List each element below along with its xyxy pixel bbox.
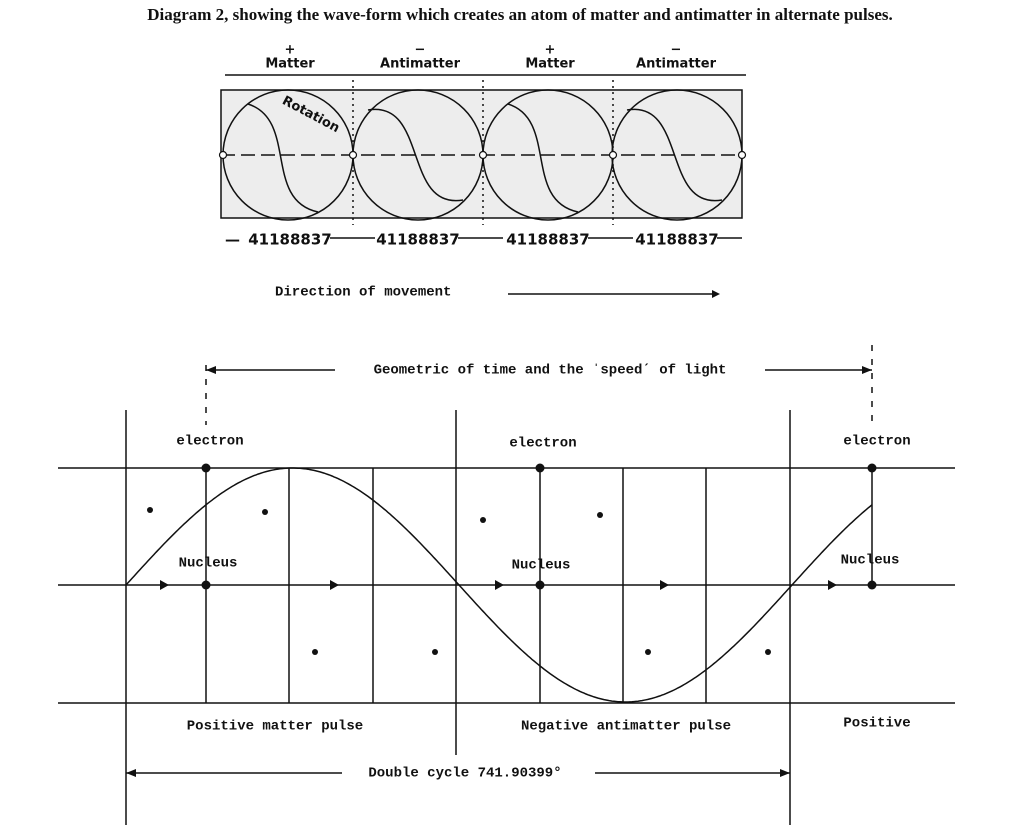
span-label: Geometric of time and the ˈspeedˊ of lig…	[374, 363, 727, 379]
sign: +	[285, 43, 296, 58]
node	[737, 150, 747, 160]
rotation-circles	[218, 89, 747, 221]
arrowhead	[660, 580, 669, 590]
cycle-arrow	[126, 769, 790, 777]
nucleus-dot	[201, 580, 211, 590]
direction-arrow	[508, 290, 720, 298]
segment-label: Matter	[525, 57, 575, 72]
arrow-dot	[645, 649, 651, 655]
span-arrow-part	[206, 366, 216, 374]
flow-arrows	[147, 507, 837, 655]
pulse-label: Positive	[843, 716, 910, 732]
cycle-label: Double cycle 741.90399°	[368, 766, 561, 782]
electron-label: electron	[509, 436, 576, 452]
arrow-dot	[480, 517, 486, 523]
arrow-dot	[262, 509, 268, 515]
markers: electron Nucleus Positive matter pulse elec…	[176, 434, 910, 735]
node	[608, 150, 618, 160]
cycle-arrow-part	[126, 769, 136, 777]
span-arrow	[206, 366, 872, 374]
segment-label: Matter	[265, 57, 315, 72]
arrow-dot	[147, 507, 153, 513]
segment-label: Antimatter	[380, 57, 461, 72]
node	[218, 150, 228, 160]
title: Diagram 2, showing the wave-form which c…	[147, 5, 893, 24]
nucleus-label: Nucleus	[512, 558, 571, 574]
segment-value: 41188837	[635, 231, 719, 249]
segment-value: 41188837	[506, 231, 590, 249]
node	[348, 150, 358, 160]
sign: −	[415, 43, 426, 58]
nucleus-dot	[867, 580, 877, 590]
arrow-dot	[597, 512, 603, 518]
wave-path	[367, 108, 464, 202]
sign: +	[545, 43, 556, 58]
segment-labels: +Matter41188837−Antimatter41188837+Matte…	[248, 43, 742, 249]
electron-label: electron	[843, 434, 910, 450]
segment-value: 41188837	[376, 231, 460, 249]
electron-dot	[201, 463, 211, 473]
arrow-dot	[432, 649, 438, 655]
direction-label: Direction of movement	[275, 285, 451, 301]
wave-path	[507, 103, 579, 213]
electron-label: electron	[176, 434, 243, 450]
arrowhead	[160, 580, 169, 590]
nucleus-dot	[535, 580, 545, 590]
cycle-arrow-part	[780, 769, 790, 777]
arrow-dot	[765, 649, 771, 655]
node	[478, 150, 488, 160]
wave-path	[626, 108, 723, 202]
dash: —	[225, 231, 240, 249]
segment-label: Antimatter	[636, 57, 717, 72]
nucleus-label: Nucleus	[179, 556, 238, 572]
pulse-label: Positive matter pulse	[187, 719, 363, 735]
sine-wave	[125, 467, 873, 703]
electron-dot	[535, 463, 545, 473]
sign: −	[671, 43, 682, 58]
wave-path	[247, 103, 319, 213]
pulse-label: Negative antimatter pulse	[521, 719, 731, 735]
grid-lines	[58, 345, 955, 825]
arrow-dot	[312, 649, 318, 655]
arrowhead	[330, 580, 339, 590]
arrowhead	[495, 580, 504, 590]
segment-value: 41188837	[248, 231, 332, 249]
direction-arrow-part	[712, 290, 720, 298]
electron-dot	[867, 463, 877, 473]
nucleus-label: Nucleus	[841, 553, 900, 569]
arrowhead	[828, 580, 837, 590]
span-arrow-part	[862, 366, 872, 374]
